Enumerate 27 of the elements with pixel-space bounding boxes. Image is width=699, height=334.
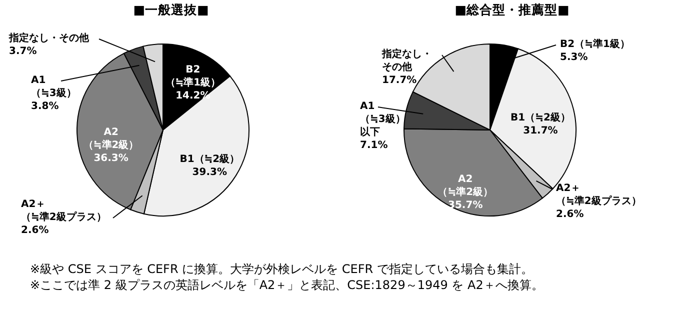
text: ※ここでは準 2 級プラスの英語レベルを「A2＋」と表記、CSE:1829～1949 を A2＋へ換算。 [30, 277, 544, 293]
slice-label: 指定なし・その他 [381, 48, 432, 73]
slice-label: A1（≒3級） [31, 75, 76, 99]
slice-label: B2（≒準1級） [560, 38, 630, 50]
slice-label: A2（≒準2級） [83, 127, 139, 152]
data-label: 36.3% [94, 153, 128, 164]
chart-title: ■総合型・推薦型■ [454, 2, 570, 17]
chart-title: ■一般選抜■ [133, 2, 209, 17]
data-label: 7.1% [360, 140, 388, 151]
data-label: 3.8% [31, 101, 59, 112]
data-label: 3.7% [9, 46, 37, 57]
data-label: 2.6% [21, 225, 49, 236]
slice-label: A2（≒準2級） [438, 174, 494, 198]
slice-label: B1（≒2級） [510, 111, 570, 124]
data-label: 5.3% [560, 52, 588, 63]
text: ※級や CSE スコアを CEFR に換算。大学が外検レベルを CEFR で指定している場合も集計。 [30, 261, 534, 277]
legend-label: A2＋（≒準2級プラス） [556, 183, 642, 207]
data-label: 35.7% [448, 200, 483, 212]
slice-label: A1（≒3級）以下 [360, 101, 406, 138]
data-label: 31.7% [523, 125, 558, 136]
slice-label: 指定なし・その他 [8, 32, 90, 44]
slice-label: A2＋（≒準2級プラス） [21, 199, 106, 223]
slice-label: B2（≒準1級） [165, 64, 221, 89]
data-label: 17.7% [382, 75, 417, 86]
slice-label: B1（≒2級） [180, 153, 240, 166]
data-label: 39.3% [192, 167, 228, 178]
data-label: 2.6% [556, 209, 584, 220]
